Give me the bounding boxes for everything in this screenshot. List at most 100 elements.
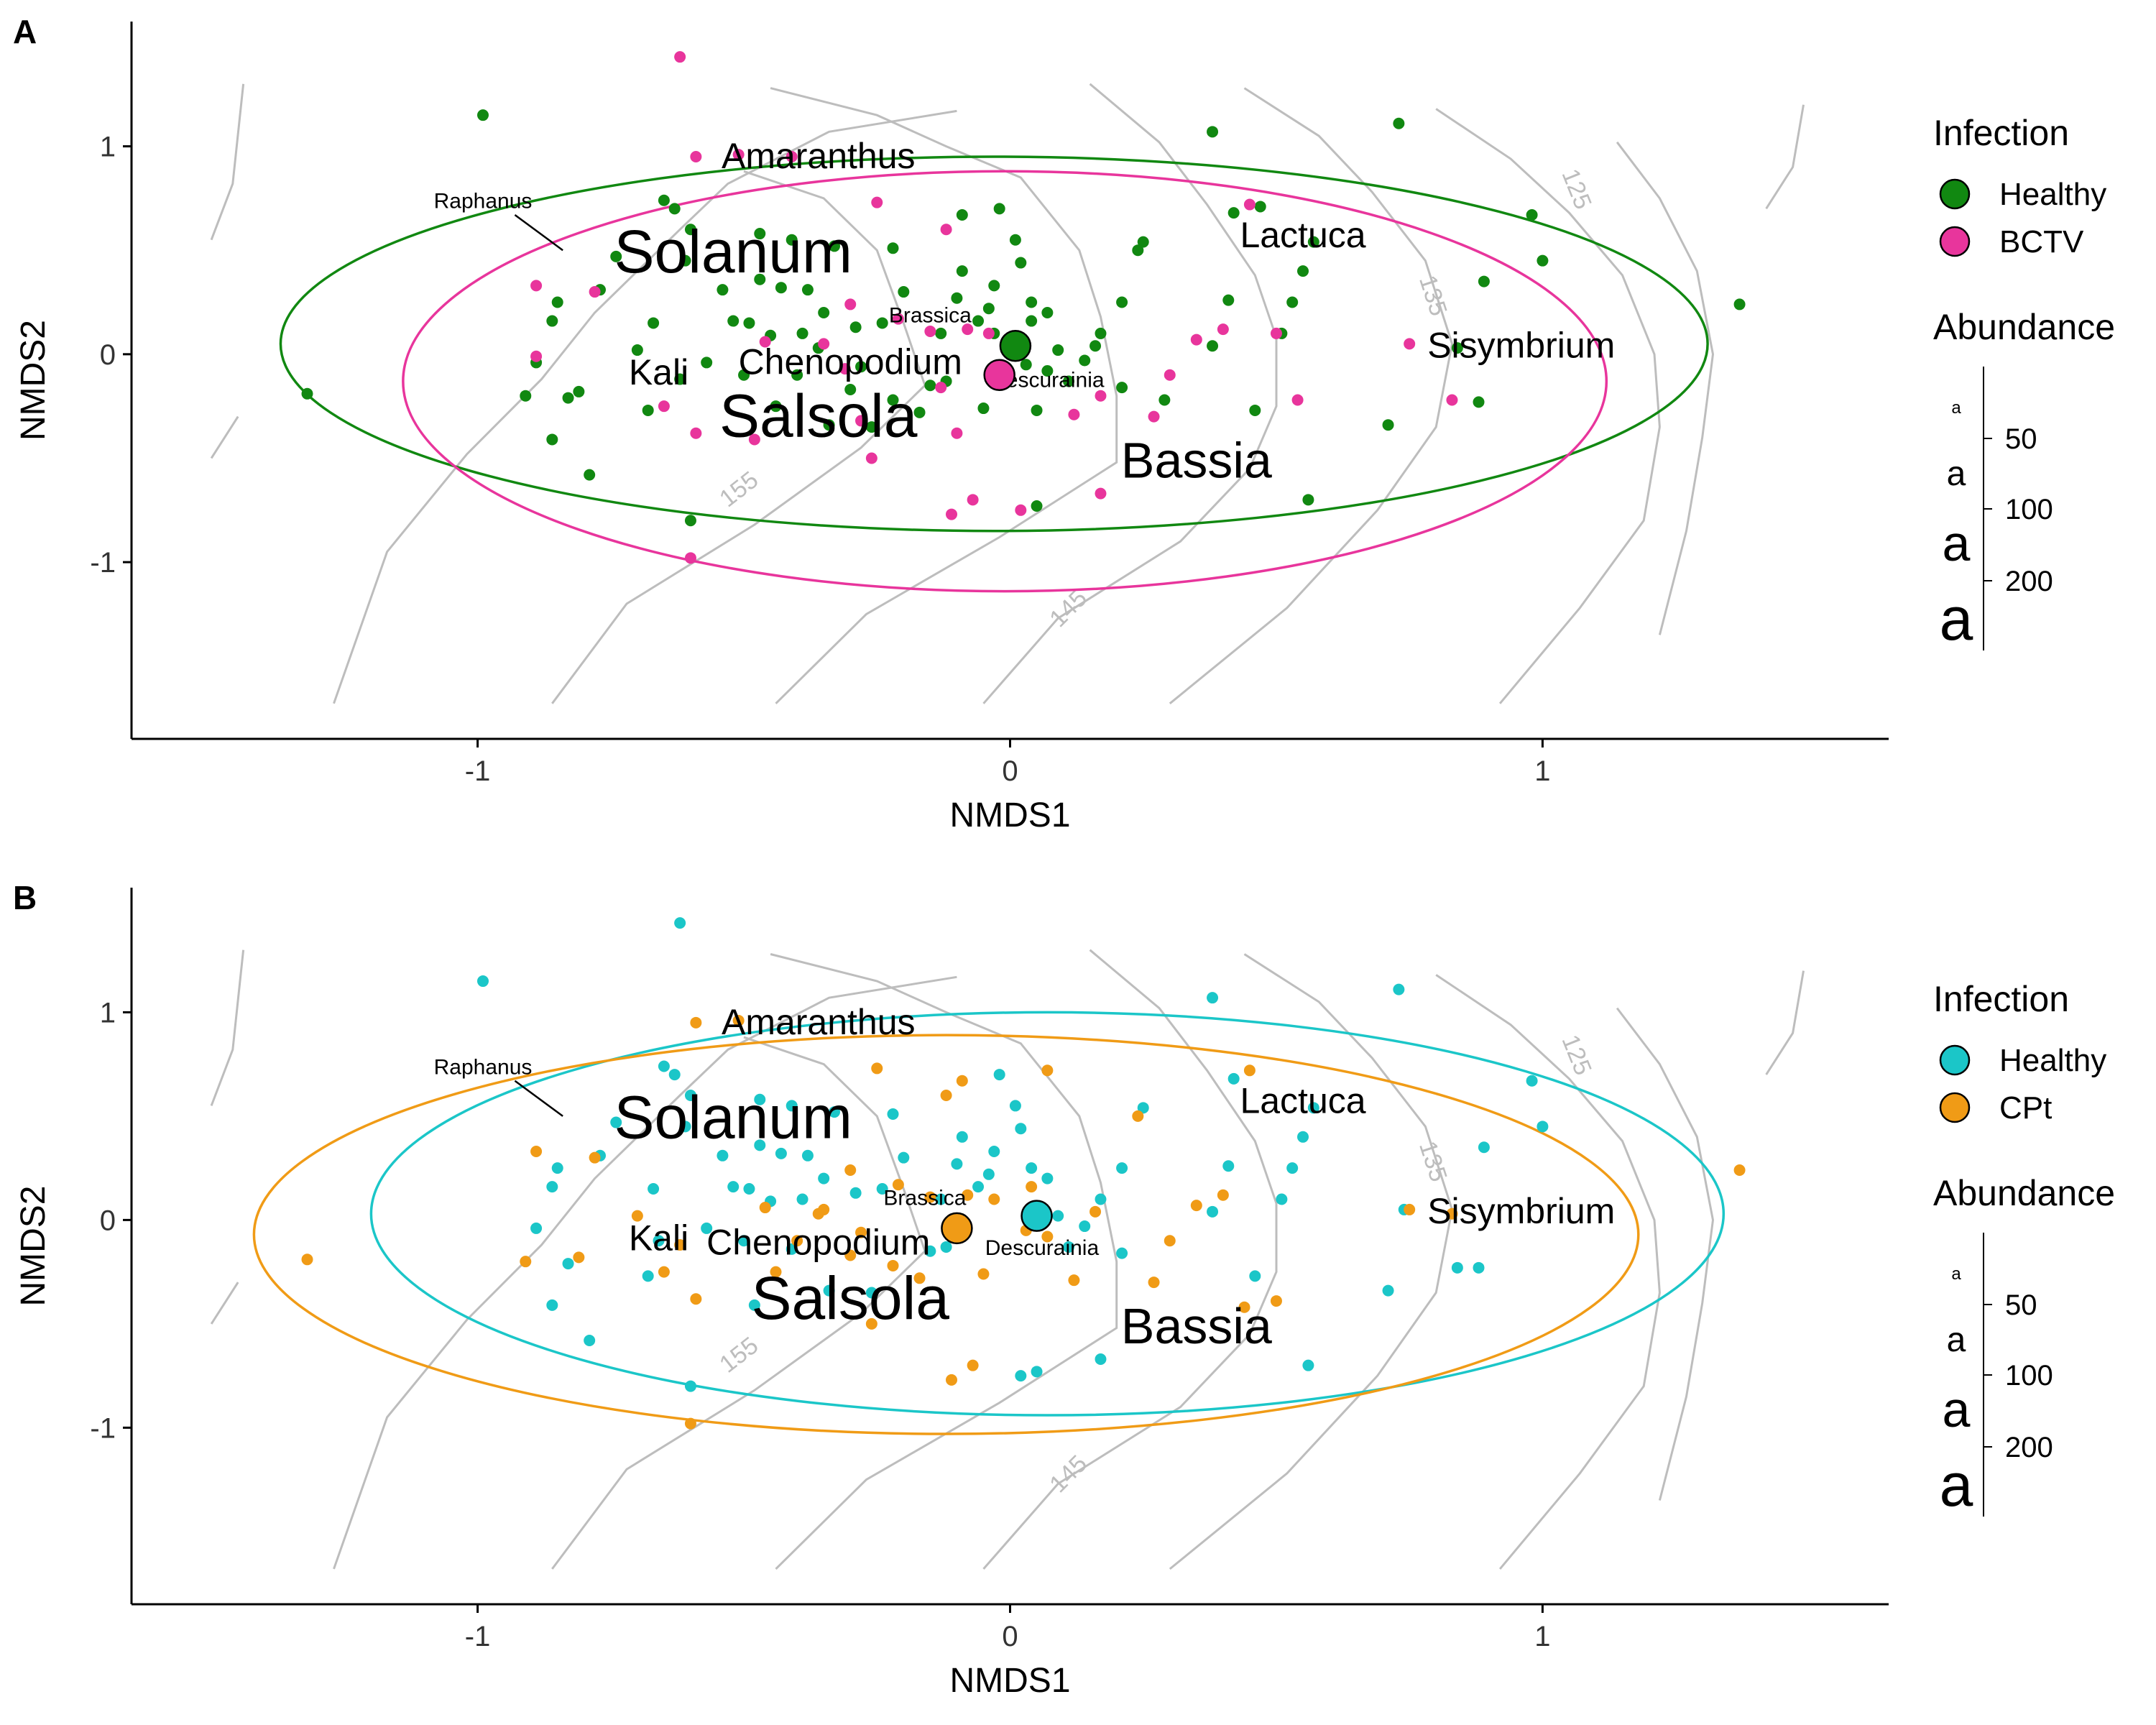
species-label: Amaranthus <box>722 136 916 176</box>
data-point-bctv <box>1148 410 1160 423</box>
data-point-healthy <box>584 469 596 481</box>
data-point-healthy <box>775 1147 787 1159</box>
data-point-cpt <box>1404 1203 1416 1215</box>
ellipse-healthy <box>369 1011 1726 1417</box>
data-point-healthy <box>865 421 877 433</box>
data-point-cpt <box>1446 1208 1458 1220</box>
data-point-healthy <box>658 194 670 206</box>
data-point-healthy <box>876 1183 888 1195</box>
legend-abundance-title: Abundance <box>1933 307 2115 347</box>
data-point-cpt <box>690 1293 702 1305</box>
data-point-healthy <box>1297 1131 1309 1143</box>
data-point-bctv <box>732 149 745 161</box>
species-label: Kali <box>629 1218 688 1258</box>
data-point-healthy <box>551 296 563 308</box>
contour-line <box>770 87 1118 704</box>
data-point-healthy <box>477 975 489 988</box>
data-point-healthy <box>546 1181 558 1193</box>
data-point-healthy <box>1063 1241 1074 1253</box>
data-point-bctv <box>1015 504 1027 516</box>
abundance-size-glyph: a <box>1943 515 1971 571</box>
species-label: Sisymbrium <box>1427 1191 1615 1231</box>
data-point-healthy <box>791 369 803 381</box>
data-point-healthy <box>738 1235 750 1247</box>
data-point-healthy <box>1382 1284 1394 1297</box>
data-point-healthy <box>679 1121 691 1133</box>
species-label: Solanum <box>614 1084 852 1151</box>
data-point-bctv <box>940 224 952 236</box>
data-point-healthy <box>786 1243 798 1255</box>
data-point-healthy <box>1537 1121 1549 1133</box>
data-point-healthy <box>801 284 814 296</box>
x-tick-label: -1 <box>465 755 491 787</box>
data-point-cpt <box>913 1272 926 1284</box>
data-point-healthy <box>1286 296 1299 308</box>
data-point-healthy <box>1079 354 1091 367</box>
ellipse-healthy <box>279 155 1709 533</box>
contour-line <box>1435 108 1661 704</box>
y-axis-title: NMDS2 <box>14 320 52 441</box>
data-point-healthy <box>1382 419 1394 431</box>
legend-swatch-healthy <box>1939 178 1971 210</box>
data-point-healthy <box>1095 1193 1107 1205</box>
data-point-healthy <box>913 406 926 418</box>
species-label: Bassia <box>1121 1298 1272 1354</box>
data-point-cpt <box>977 1268 990 1280</box>
data-point-healthy <box>951 292 963 304</box>
data-point-bctv <box>530 280 543 292</box>
ellipse-bctv <box>402 170 1608 593</box>
data-point-healthy <box>684 1380 696 1392</box>
data-point-bctv <box>935 382 947 394</box>
data-point-healthy <box>648 317 660 329</box>
data-point-bctv <box>1270 327 1282 339</box>
data-point-cpt <box>1068 1274 1080 1287</box>
data-point-healthy <box>1207 1205 1219 1218</box>
contour-line <box>210 949 245 1106</box>
abundance-label: 50 <box>2005 423 2037 455</box>
data-point-healthy <box>1052 344 1064 356</box>
contour-line <box>210 83 245 241</box>
abundance-label: 200 <box>2005 566 2053 597</box>
contour-line <box>1169 953 1454 1570</box>
data-point-cpt <box>924 1191 936 1203</box>
data-point-bctv <box>1095 390 1107 402</box>
data-point-cpt <box>589 1151 601 1164</box>
contour-line <box>1616 1007 1715 1501</box>
data-point-healthy <box>972 315 985 327</box>
data-point-healthy <box>935 1193 947 1205</box>
data-point-cpt <box>573 1251 585 1264</box>
data-point-healthy <box>898 1151 910 1164</box>
data-point-healthy <box>887 1108 899 1120</box>
data-point-bctv <box>589 286 601 298</box>
y-tick-label: 0 <box>100 1205 116 1236</box>
data-point-cpt <box>940 1089 952 1101</box>
data-point-cpt <box>887 1259 899 1271</box>
centroid-cpt <box>941 1212 973 1245</box>
data-point-cpt <box>967 1359 979 1371</box>
species-label: Brassica <box>883 1186 966 1210</box>
species-label: Salsola <box>719 382 918 450</box>
data-point-healthy <box>865 1287 877 1299</box>
data-point-healthy <box>951 1158 963 1170</box>
data-point-healthy <box>924 1245 936 1257</box>
data-point-healthy <box>940 1241 952 1253</box>
data-point-healthy <box>993 1069 1005 1081</box>
data-point-bctv <box>1243 198 1256 211</box>
data-point-healthy <box>754 1139 766 1151</box>
data-point-bctv <box>1446 394 1458 406</box>
contour-line <box>1765 104 1805 210</box>
data-point-cpt <box>1089 1205 1102 1218</box>
data-point-bctv <box>684 552 696 564</box>
data-point-cpt <box>946 1374 957 1386</box>
data-point-bctv <box>839 363 851 375</box>
data-point-healthy <box>829 240 840 252</box>
y-tick-label: 1 <box>100 997 116 1029</box>
data-point-healthy <box>1393 117 1405 129</box>
data-point-cpt <box>690 1016 702 1029</box>
legend-label-cpt: CPt <box>1999 1090 2052 1126</box>
data-point-cpt <box>791 1235 803 1247</box>
data-point-healthy <box>748 1299 760 1311</box>
species-label: Kali <box>629 352 688 392</box>
legend-label-healthy: Healthy <box>1999 177 2106 212</box>
